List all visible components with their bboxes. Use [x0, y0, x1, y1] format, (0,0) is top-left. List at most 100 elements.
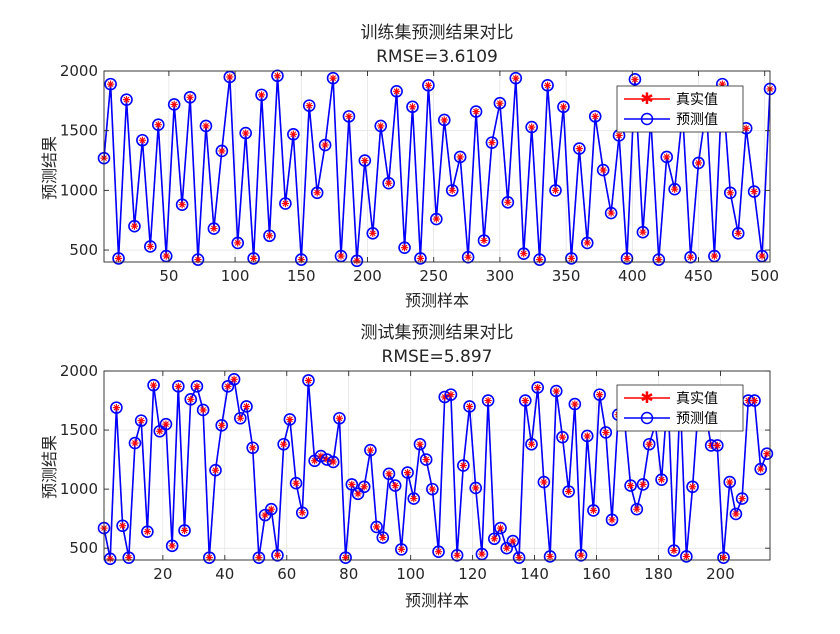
point-pred: [748, 394, 761, 407]
point-pred: [407, 492, 421, 505]
point-true: [138, 417, 145, 424]
point-pred: [747, 185, 761, 198]
point-pred: [506, 534, 520, 548]
point-true: [163, 421, 169, 428]
point-pred: [692, 156, 705, 170]
legend-marker-pred: [640, 112, 654, 126]
point-true: [266, 232, 273, 239]
point-pred: [122, 551, 136, 564]
point-pred: [437, 113, 451, 127]
point-pred: [191, 253, 205, 266]
point-true: [457, 154, 464, 160]
point-true: [481, 237, 487, 244]
point-pred: [223, 70, 237, 84]
point-pred: [531, 381, 544, 394]
point-true: [449, 187, 456, 194]
point-true: [274, 552, 281, 559]
point-true: [373, 524, 380, 530]
point-pred: [533, 253, 546, 266]
point-true: [139, 137, 146, 144]
point-true: [497, 525, 504, 532]
point-true: [540, 479, 547, 485]
point-true: [336, 415, 343, 422]
point-pred: [357, 480, 371, 494]
point-pred: [731, 227, 745, 240]
point-pred: [165, 539, 179, 553]
point-pred: [314, 449, 328, 463]
point-pred: [667, 544, 681, 557]
point-true: [367, 447, 374, 454]
point-pred: [390, 84, 403, 98]
y-tick-label: 500: [69, 241, 98, 259]
point-true: [147, 243, 154, 250]
point-true: [578, 552, 584, 559]
point-pred: [240, 400, 253, 413]
point-pred: [153, 424, 167, 438]
point-pred: [136, 133, 149, 147]
point-pred: [252, 551, 266, 564]
point-pred: [370, 520, 383, 534]
point-pred: [723, 186, 737, 200]
point-true: [441, 394, 448, 400]
point-true: [194, 383, 200, 390]
point-pred: [199, 119, 213, 133]
point-pred: [289, 476, 303, 490]
point-true: [609, 516, 615, 523]
point-pred: [660, 150, 674, 164]
point-true: [392, 482, 399, 489]
legend: ✱ 真实值 预测值: [616, 85, 744, 133]
point-true: [361, 157, 368, 164]
point-true: [299, 509, 306, 516]
point-true: [369, 230, 376, 237]
x-tick-label: 150: [287, 267, 316, 285]
x-tick-label: 300: [486, 267, 515, 285]
point-pred: [549, 184, 562, 197]
point-true: [212, 467, 219, 474]
point-pred: [239, 126, 252, 140]
series-line-pred: [103, 377, 768, 559]
point-true: [720, 554, 727, 561]
point-pred: [760, 447, 774, 460]
point-true: [473, 108, 479, 115]
point-pred: [557, 100, 570, 114]
point-true: [144, 528, 151, 535]
point-true: [596, 391, 603, 398]
point-true: [115, 255, 122, 262]
point-pred: [684, 250, 697, 264]
point-pred: [246, 441, 259, 455]
point-true: [534, 384, 541, 391]
point-true: [590, 507, 597, 514]
point-pred: [318, 138, 332, 152]
point-pred: [215, 419, 229, 432]
point-true: [496, 100, 503, 107]
point-true: [306, 102, 313, 109]
point-true: [280, 441, 287, 448]
point-pred: [104, 77, 117, 91]
chart-subtitle: RMSE=5.897: [382, 347, 493, 367]
point-pred: [227, 372, 241, 386]
point-true: [107, 81, 114, 88]
point-true: [195, 256, 201, 263]
point-pred: [358, 154, 372, 167]
point-true: [553, 388, 560, 394]
point-pred: [509, 71, 523, 85]
point-pred: [302, 99, 316, 112]
point-true: [156, 428, 163, 435]
point-true: [155, 121, 162, 128]
point-pred: [494, 521, 507, 535]
point-true: [379, 534, 386, 541]
point-pred: [444, 388, 458, 401]
point-pred: [652, 253, 666, 266]
point-pred: [215, 144, 229, 158]
point-pred: [517, 247, 531, 260]
point-pred: [351, 487, 365, 501]
point-true: [203, 123, 209, 129]
point-true: [683, 553, 690, 560]
point-true: [355, 490, 361, 497]
point-true: [423, 456, 430, 463]
point-true: [119, 522, 126, 529]
point-true: [576, 145, 583, 152]
x-tick-label: 120: [458, 565, 487, 583]
y-tick-label: 1000: [60, 480, 98, 498]
